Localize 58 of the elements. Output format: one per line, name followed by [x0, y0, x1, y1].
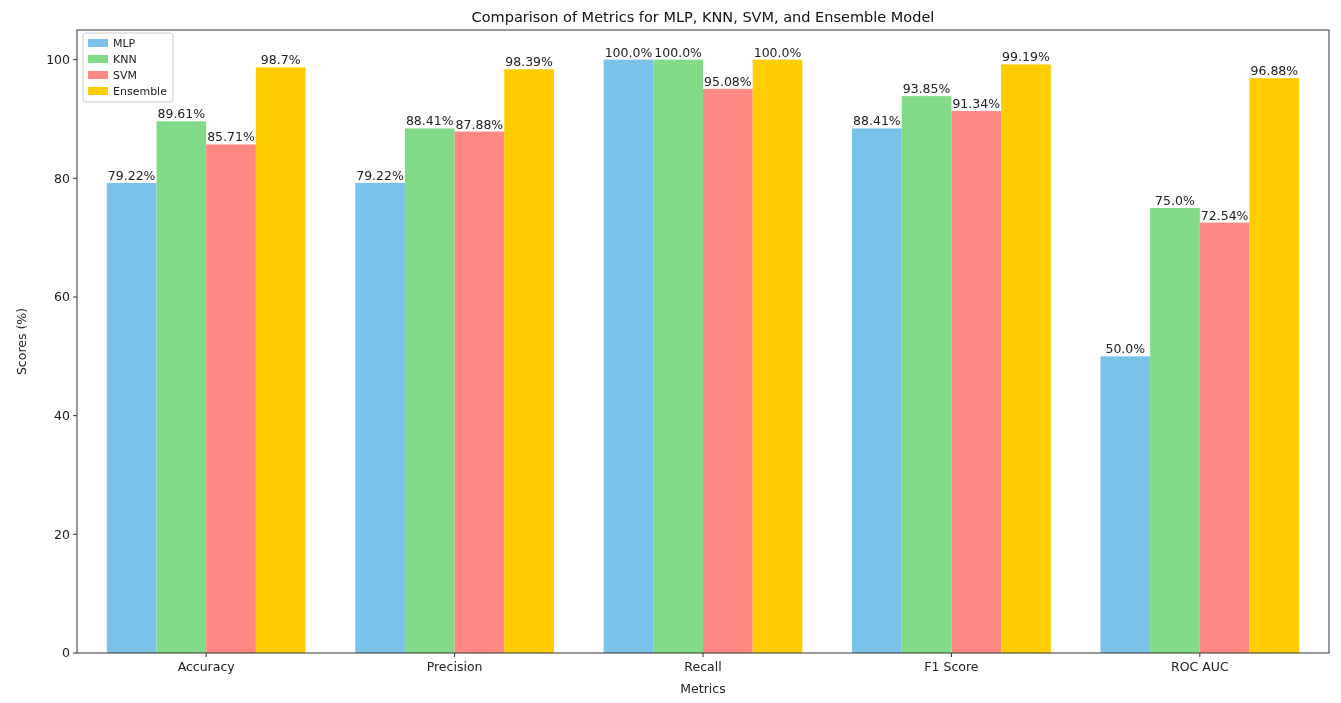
x-tick-label: ROC AUC [1171, 659, 1229, 674]
bar [1249, 78, 1300, 653]
bar [206, 144, 256, 653]
x-tick-label: Precision [426, 659, 483, 674]
bar [752, 59, 803, 653]
bar [703, 88, 753, 653]
chart-title: Comparison of Metrics for MLP, KNN, SVM, and Ensemble Model [471, 9, 935, 25]
y-tick-label: 100 [46, 52, 71, 68]
data-label: 79.22% [107, 167, 156, 183]
bar [156, 121, 207, 653]
bar [1199, 222, 1250, 653]
bar [901, 96, 952, 653]
bar [504, 69, 554, 653]
data-label: 88.41% [405, 113, 454, 129]
data-label: 89.61% [157, 106, 206, 122]
data-label: 95.08% [704, 73, 752, 89]
bar [255, 67, 306, 653]
y-tick-label: 20 [54, 526, 71, 542]
data-label: 50.0% [1105, 341, 1146, 357]
data-label: 87.88% [455, 116, 504, 132]
bar [852, 128, 902, 653]
y-tick-label: 60 [54, 289, 71, 305]
x-tick-label: Accuracy [177, 659, 236, 674]
data-label: 100.0% [753, 44, 802, 60]
data-label: 99.19% [1002, 49, 1050, 65]
bar [951, 111, 1002, 653]
y-tick-label: 80 [54, 170, 71, 186]
legend-label: MLP [113, 37, 136, 51]
bar [1100, 356, 1151, 653]
x-tick-label: Recall [684, 659, 722, 674]
legend-label: SVM [113, 69, 137, 83]
bar [355, 182, 405, 653]
data-label: 88.41% [853, 113, 901, 129]
x-tick-label: F1 Score [924, 659, 979, 674]
data-label: 96.88% [1250, 63, 1299, 79]
bar [454, 131, 505, 653]
y-tick-label: 40 [54, 408, 71, 424]
bar [653, 59, 703, 653]
data-label: 98.7% [260, 52, 301, 68]
legend-label: KNN [113, 53, 137, 67]
bar [1150, 208, 1200, 653]
y-tick-label: 0 [62, 645, 71, 661]
data-label: 75.0% [1155, 193, 1195, 208]
data-label: 100.0% [654, 44, 703, 60]
bar [106, 182, 157, 653]
data-label: 98.39% [505, 54, 554, 70]
bar [404, 128, 455, 653]
data-label: 100.0% [604, 44, 653, 60]
data-label: 79.22% [356, 167, 405, 183]
data-label: 91.34% [952, 96, 1001, 112]
data-label: 72.54% [1200, 207, 1249, 223]
data-label: 93.85% [902, 81, 951, 97]
x-axis-title: Metrics [680, 681, 726, 696]
data-label: 85.71% [207, 129, 255, 145]
bar [603, 59, 654, 653]
bar [1001, 64, 1051, 653]
legend-label: Ensemble [113, 85, 168, 99]
y-axis-title: Scores (%) [14, 307, 29, 376]
